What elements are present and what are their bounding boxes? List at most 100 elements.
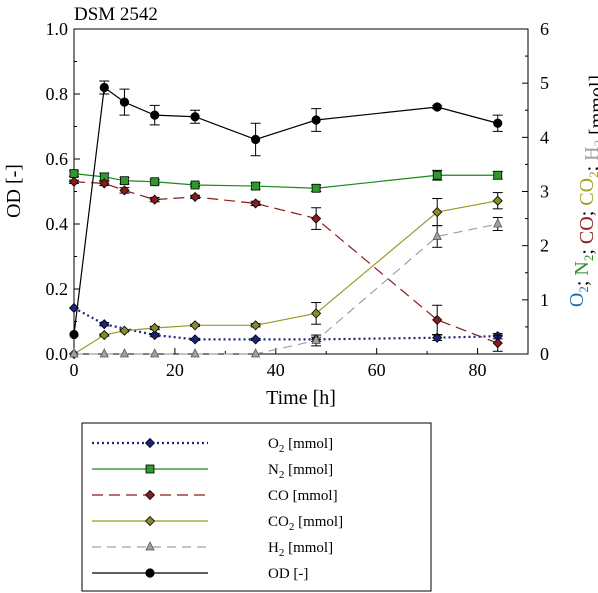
y2-label-part: ;	[576, 244, 598, 255]
data-point	[190, 320, 201, 331]
data-point	[99, 329, 110, 341]
legend-subscript: 2	[279, 547, 285, 559]
data-point	[250, 334, 261, 345]
y2-tick-label: 4	[540, 127, 549, 147]
data-point	[150, 348, 160, 358]
series-od	[69, 80, 503, 340]
data-point	[99, 319, 110, 330]
data-point	[251, 181, 261, 191]
data-point	[120, 176, 129, 186]
plot-area	[73, 28, 529, 355]
data-point	[149, 322, 160, 334]
data-point	[190, 191, 201, 202]
y2-label-subscript: 2	[591, 140, 598, 147]
data-point	[150, 110, 160, 120]
data-point	[190, 112, 200, 122]
y2-label-part: ;	[576, 206, 598, 217]
legend-marker	[145, 568, 155, 578]
legend-suffix: [-]	[290, 566, 309, 582]
legend-name: O	[268, 436, 279, 452]
data-point	[119, 325, 130, 336]
legend-label: CO [mmol]	[268, 488, 338, 504]
y-tick-label: 0.0	[46, 344, 69, 364]
legend-suffix: [mmol]	[284, 436, 333, 452]
data-point	[119, 185, 130, 196]
series-co	[68, 176, 503, 352]
data-point	[432, 314, 443, 325]
data-point	[311, 115, 321, 125]
legend-name: H	[268, 540, 279, 556]
legend-suffix: [mmol]	[294, 514, 343, 530]
data-point	[190, 180, 200, 190]
y2-label-part: H	[581, 146, 598, 160]
legend-subscript: 2	[289, 521, 295, 533]
x-tick-label: 60	[368, 360, 386, 380]
y2-label-subscript: 2	[576, 286, 591, 293]
legend-label: O2 [mmol]	[268, 436, 333, 455]
data-point	[493, 118, 503, 128]
x-axis: 0 20 40 60 80	[70, 348, 487, 380]
y2-label-part: N	[571, 261, 593, 275]
y2-label-part: CO	[576, 216, 598, 244]
data-point	[492, 338, 503, 349]
legend-marker	[145, 464, 155, 474]
y-axis-right: 0 1 2 3 4 5 6	[522, 19, 549, 364]
data-point	[432, 332, 443, 343]
data-point	[119, 97, 130, 107]
data-point	[432, 102, 442, 112]
y-axis-label: OD [-]	[3, 164, 25, 218]
data-point	[250, 320, 261, 331]
y2-tick-label: 0	[540, 344, 549, 364]
data-point	[149, 329, 160, 341]
data-point	[311, 213, 322, 224]
data-point	[68, 176, 80, 187]
legend-marker	[144, 489, 156, 501]
legend-name: N	[268, 462, 279, 478]
legend-label: N2 [mmol]	[268, 462, 333, 481]
legend-subscript: 2	[279, 469, 285, 481]
legend-name: CO	[268, 488, 289, 504]
y2-label-part: ;	[581, 161, 598, 172]
y-tick-label: 0.2	[46, 279, 69, 299]
data-point	[311, 183, 321, 193]
y2-tick-label: 5	[540, 73, 549, 93]
data-point	[250, 198, 261, 209]
y2-label-part: O	[566, 293, 588, 307]
data-point	[190, 348, 200, 358]
data-point	[432, 230, 442, 240]
series-n2	[69, 169, 503, 193]
legend-subscript: 2	[279, 443, 285, 455]
legend-name: CO	[268, 514, 289, 530]
y2-tick-label: 2	[540, 236, 549, 256]
data-point	[190, 334, 201, 345]
y2-label-part: ;	[571, 276, 593, 287]
data-point	[432, 170, 442, 180]
x-tick-label: 80	[469, 360, 487, 380]
legend-marker	[145, 541, 155, 551]
data-point	[150, 177, 160, 187]
series-line	[73, 306, 498, 341]
data-point	[311, 308, 322, 319]
data-point	[251, 134, 261, 145]
x-tick-label: 40	[267, 360, 285, 380]
y2-label-subscript: 2	[581, 255, 596, 262]
x-tick-label: 20	[166, 360, 184, 380]
y2-tick-label: 3	[540, 182, 549, 202]
y-tick-label: 0.4	[46, 214, 69, 234]
series-h2	[69, 217, 503, 358]
y-tick-label: 0.6	[46, 149, 69, 169]
y2-label-part: [mmol]	[586, 75, 598, 140]
data-point	[149, 194, 160, 205]
legend-label: CO2 [mmol]	[268, 514, 343, 533]
data-point	[250, 348, 261, 358]
y-tick-label: 1.0	[46, 19, 69, 39]
data-point	[492, 195, 503, 206]
data-point	[69, 329, 79, 340]
y2-tick-label: 1	[540, 290, 549, 310]
legend-marker	[144, 515, 156, 527]
data-point	[99, 82, 109, 93]
x-tick-label: 0	[70, 360, 79, 380]
x-axis-label: Time [h]	[266, 387, 336, 409]
data-point	[493, 170, 503, 180]
legend-frame	[81, 422, 432, 592]
